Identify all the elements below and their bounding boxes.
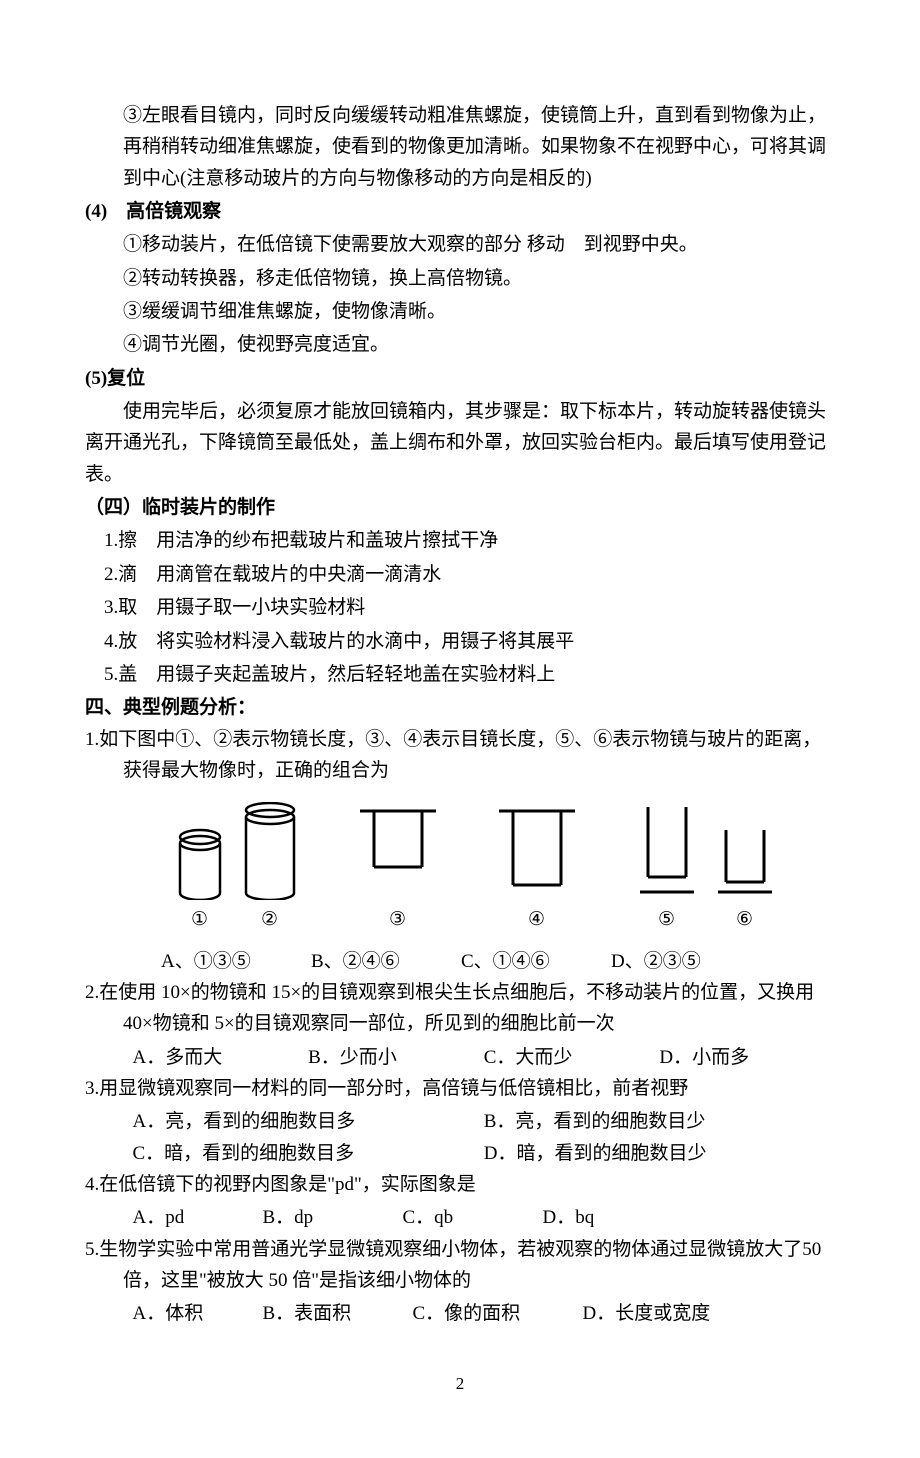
q4-options: A．pd B．dp C．qb D．bq xyxy=(85,1202,835,1233)
heading-si: （四）临时装片的制作 xyxy=(85,492,835,523)
q3-options-row1: A．亮，看到的细胞数目多 B．亮，看到的细胞数目少 xyxy=(85,1106,835,1137)
q5-optC: C．像的面积 xyxy=(413,1298,583,1329)
q2-optD: D．小而多 xyxy=(659,1042,835,1073)
fig-label-2: ② xyxy=(261,904,278,935)
fig-label-4: ④ xyxy=(528,904,545,935)
q1-optA: A、①③⑤ xyxy=(161,946,271,977)
si-5: 5.盖 用镊子夹起盖玻片，然后轻轻地盖在实验材料上 xyxy=(85,659,835,690)
q3-optC: C．暗，看到的细胞数目多 xyxy=(133,1138,484,1169)
q3-optD: D．暗，看到的细胞数目少 xyxy=(484,1138,835,1169)
s4-p3: ③缓缓调节细准焦螺旋，使物像清晰。 xyxy=(85,296,835,327)
s5-p1: 使用完毕后，必须复原才能放回镜箱内，其步骤是：取下标本片，转动旋转器使镜头离开通… xyxy=(85,396,835,490)
si-3: 3.取 用镊子取一小块实验材料 xyxy=(85,592,835,623)
q5-optD: D．长度或宽度 xyxy=(583,1298,711,1329)
q4-optC: C．qb xyxy=(403,1202,543,1233)
s4-p2: ②转动转换器，移走低倍物镜，换上高倍物镜。 xyxy=(85,263,835,294)
u-line-short-icon xyxy=(716,802,774,900)
q4-optB: B．dp xyxy=(263,1202,403,1233)
fig-label-3: ③ xyxy=(389,904,406,935)
q5-optA: A．体积 xyxy=(133,1298,263,1329)
fig-1: ① xyxy=(177,805,223,935)
q1-optC: C、①④⑥ xyxy=(461,946,571,977)
fig-3: ③ xyxy=(360,805,436,935)
fig-label-6: ⑥ xyxy=(736,904,753,935)
u-line-tall-icon xyxy=(638,802,696,900)
heading-s4: (4) 高倍镜观察 xyxy=(85,196,835,227)
q4-text: 4.在低倍镜下的视野内图象是"pd"，实际图象是 xyxy=(85,1169,835,1200)
page-number: 2 xyxy=(85,1370,835,1398)
q5-options: A．体积 B．表面积 C．像的面积 D．长度或宽度 xyxy=(85,1298,835,1329)
q5-text: 5.生物学实验中常用普通光学显微镜观察细小物体，若被观察的物体通过显微镜放大了5… xyxy=(85,1234,835,1297)
cylinder-large-icon xyxy=(243,802,297,900)
heading-s5: (5)复位 xyxy=(85,363,835,394)
si-2: 2.滴 用滴管在载玻片的中央滴一滴清水 xyxy=(85,559,835,590)
q4-optD: D．bq xyxy=(543,1202,595,1233)
fig-label-1: ① xyxy=(191,904,208,935)
q2-optC: C．大而少 xyxy=(484,1042,660,1073)
q2-optA: A．多而大 xyxy=(133,1042,309,1073)
q4-optA: A．pd xyxy=(133,1202,263,1233)
si-4: 4.放 将实验材料浸入载玻片的水滴中，用镊子将其展平 xyxy=(85,626,835,657)
u-tall-icon xyxy=(499,805,575,900)
s4-p1: ①移动装片，在低倍镜下使需要放大观察的部分 移动 到视野中央。 xyxy=(85,229,835,260)
s4-p4: ④调节光圈，使视野亮度适宜。 xyxy=(85,329,835,360)
q2-text: 2.在使用 10×的物镜和 15×的目镜观察到根尖生长点细胞后，不移动装片的位置… xyxy=(85,977,835,1040)
q2-optB: B．少而小 xyxy=(308,1042,484,1073)
q1-optB: B、②④⑥ xyxy=(311,946,421,977)
q3-optB: B．亮，看到的细胞数目少 xyxy=(484,1106,835,1137)
q2-options: A．多而大 B．少而小 C．大而少 D．小而多 xyxy=(85,1042,835,1073)
q3-options-row2: C．暗，看到的细胞数目多 D．暗，看到的细胞数目少 xyxy=(85,1138,835,1169)
q1-options: A、①③⑤ B、②④⑥ C、①④⑥ D、②③⑤ xyxy=(85,946,835,977)
q1-figures: ① ② ③ ④ xyxy=(145,802,825,935)
fig-6: ⑥ xyxy=(716,802,774,935)
q3-optA: A．亮，看到的细胞数目多 xyxy=(133,1106,484,1137)
u-short-icon xyxy=(360,805,436,900)
heading-sec4: 四、典型例题分析： xyxy=(85,692,835,723)
fig-label-5: ⑤ xyxy=(658,904,675,935)
q5-optB: B．表面积 xyxy=(263,1298,413,1329)
si-1: 1.擦 用洁净的纱布把载玻片和盖玻片擦拭干净 xyxy=(85,525,835,556)
para-step3: ③左眼看目镜内，同时反向缓缓转动粗准焦螺旋，使镜筒上升，直到看到物像为止，再稍稍… xyxy=(85,100,835,194)
q1-optD: D、②③⑤ xyxy=(611,946,721,977)
q1-text: 1.如下图中①、②表示物镜长度，③、④表示目镜长度，⑤、⑥表示物镜与玻片的距离，… xyxy=(85,724,835,787)
cylinder-small-icon xyxy=(177,805,223,900)
fig-4: ④ xyxy=(499,805,575,935)
fig-5: ⑤ xyxy=(638,802,696,935)
q3-text: 3.用显微镜观察同一材料的同一部分时，高倍镜与低倍镜相比，前者视野 xyxy=(85,1073,835,1104)
fig-2: ② xyxy=(243,802,297,935)
